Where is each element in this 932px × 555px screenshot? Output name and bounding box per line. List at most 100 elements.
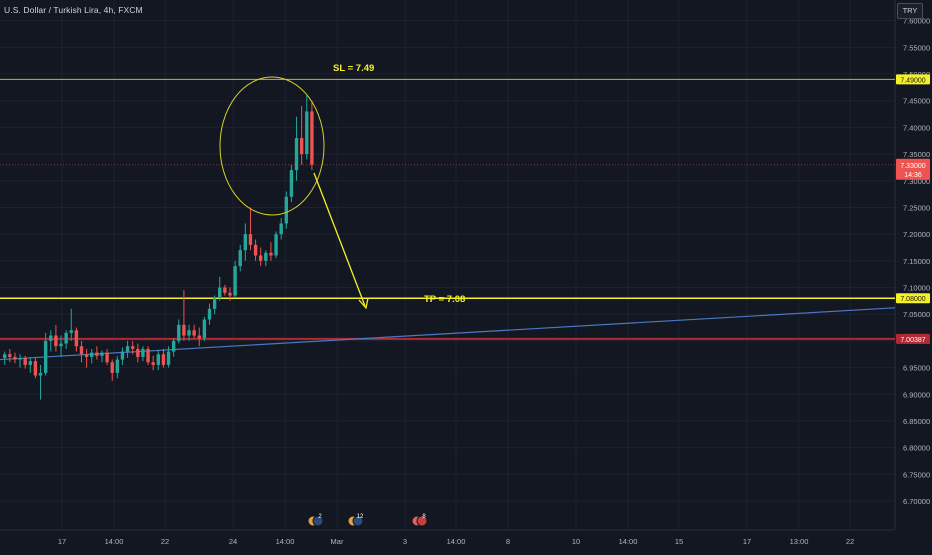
candle[interactable] [228, 287, 232, 301]
candle[interactable] [100, 350, 104, 363]
candle[interactable] [171, 338, 176, 357]
tp-price-badge[interactable]: 7.08000 [896, 293, 930, 304]
candle[interactable] [218, 276, 222, 301]
candle-body [223, 287, 227, 293]
candle[interactable] [264, 250, 268, 267]
candle-body [49, 335, 53, 341]
candle[interactable] [151, 355, 155, 371]
countdown-text: 14:36 [904, 172, 922, 179]
candle[interactable] [182, 290, 186, 341]
event-group-icon-1[interactable]: 2 [307, 514, 324, 527]
candle[interactable] [131, 340, 135, 355]
candle[interactable] [79, 340, 84, 363]
candle[interactable] [202, 316, 207, 341]
price-tick-label: 6.90000 [903, 390, 930, 399]
candle[interactable] [105, 348, 109, 365]
symbol-title[interactable]: U.S. Dollar / Turkish Lira, 4h, FXCM [4, 5, 143, 15]
time-tick-label: 17 [743, 537, 751, 546]
candle[interactable] [3, 351, 7, 365]
candle[interactable] [269, 242, 273, 261]
candle[interactable] [279, 218, 283, 240]
support-price-badge-text: 7.00387 [900, 337, 925, 344]
support-price-badge[interactable]: 7.00387 [896, 333, 930, 344]
highlight-circle[interactable] [219, 76, 325, 216]
candle[interactable] [161, 348, 166, 368]
candle-body [95, 352, 99, 356]
candle[interactable] [187, 324, 191, 341]
candle[interactable] [274, 231, 278, 259]
sl-price-badge[interactable]: 7.49000 [896, 74, 930, 85]
event-group-icon-2[interactable]: 12 [347, 514, 364, 527]
candle[interactable] [54, 324, 58, 352]
candle[interactable] [243, 223, 248, 261]
candle[interactable] [197, 327, 201, 347]
candle[interactable] [248, 207, 253, 251]
candle[interactable] [233, 260, 237, 299]
candle[interactable] [223, 284, 227, 296]
candle[interactable] [259, 247, 263, 267]
candle[interactable] [28, 356, 32, 373]
candle[interactable] [177, 319, 181, 344]
candle[interactable] [156, 350, 160, 371]
candle[interactable] [74, 327, 79, 352]
overlay-layer[interactable]: SL = 7.49 TP = 7.08 [219, 63, 465, 310]
projection-arrow[interactable] [313, 172, 366, 307]
candle[interactable] [238, 244, 242, 272]
candle[interactable] [33, 357, 38, 379]
candles-layer[interactable] [3, 95, 314, 400]
time-axis[interactable]: 17 14:00 22 24 14:00 Mar 3 14:00 8 10 14:00 15 17 13:… [58, 537, 854, 546]
candle[interactable] [146, 346, 150, 365]
candle[interactable] [95, 346, 99, 360]
price-tick-label: 6.80000 [903, 444, 930, 453]
currency-label[interactable]: TRY [897, 3, 923, 19]
candle-body [238, 250, 242, 267]
candle[interactable] [310, 100, 314, 171]
candle-body [228, 292, 232, 296]
candle[interactable] [207, 303, 212, 325]
candle[interactable] [192, 324, 196, 339]
candle[interactable] [64, 330, 68, 349]
price-axis[interactable]: 7.600007.550007.500007.450007.400007.350… [896, 17, 930, 506]
events-layer[interactable]: 2 12 8 [307, 514, 428, 527]
price-tick-label: 6.95000 [903, 364, 930, 373]
event-group-icon-3[interactable]: 8 [411, 514, 428, 527]
time-tick-label: 15 [675, 537, 683, 546]
candle[interactable] [125, 340, 130, 358]
candle[interactable] [284, 191, 288, 229]
price-tick-label: 7.60000 [903, 17, 930, 26]
candle[interactable] [13, 352, 17, 364]
candle-body [264, 252, 268, 261]
candle[interactable] [43, 332, 48, 376]
candle-body [207, 308, 212, 320]
candle[interactable] [8, 348, 12, 363]
tp-annotation-text[interactable]: TP = 7.08 [424, 294, 465, 305]
candle-body [90, 352, 94, 357]
candle[interactable] [120, 347, 125, 365]
current-price-badge[interactable]: 7.33000 14:36 [896, 158, 930, 180]
candle[interactable] [49, 330, 53, 352]
candle[interactable] [294, 116, 299, 181]
candle[interactable] [38, 364, 43, 400]
candle[interactable] [23, 355, 27, 369]
candle[interactable] [115, 355, 120, 379]
candle[interactable] [305, 95, 309, 160]
candle[interactable] [110, 359, 114, 381]
candle[interactable] [59, 335, 63, 357]
candle[interactable] [69, 308, 73, 341]
candle[interactable] [84, 348, 89, 368]
candle[interactable] [141, 346, 145, 362]
price-tick-label: 7.20000 [903, 230, 930, 239]
candle[interactable] [90, 348, 94, 364]
candle[interactable] [166, 346, 171, 368]
candle[interactable] [212, 295, 217, 315]
candle[interactable] [18, 354, 22, 368]
sl-annotation-text[interactable]: SL = 7.49 [333, 63, 374, 74]
candle[interactable] [299, 106, 304, 165]
candle[interactable] [253, 239, 258, 261]
time-tick-label: 14:00 [447, 537, 466, 546]
candle[interactable] [136, 343, 140, 363]
candle[interactable] [289, 164, 294, 203]
